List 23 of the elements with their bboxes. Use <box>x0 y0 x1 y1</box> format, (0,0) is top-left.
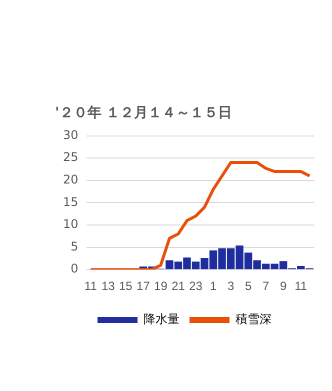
x-tick-label: 5 <box>244 279 252 294</box>
x-tick-label: 9 <box>280 279 287 294</box>
y-tick-label: 15 <box>62 194 78 209</box>
x-tick-label: 17 <box>136 279 150 294</box>
x-tick-label: 3 <box>227 279 234 294</box>
x-tick-label: 11 <box>294 279 308 294</box>
x-tick-label: 15 <box>119 279 133 294</box>
x-tick-label: 7 <box>262 279 270 294</box>
x-tick-label: 13 <box>101 279 116 294</box>
legend-label: 積雪深 <box>236 312 272 326</box>
x-tick-label: 23 <box>189 279 203 294</box>
y-tick-label: 25 <box>62 150 78 164</box>
y-tick-label: 30 <box>62 128 78 142</box>
y-tick-label: 10 <box>62 217 78 232</box>
x-tick-label: 21 <box>172 279 186 294</box>
y-tick-label: 0 <box>70 262 78 276</box>
x-tick-label: 11 <box>84 279 98 294</box>
y-tick-label: 20 <box>62 172 78 187</box>
x-tick-label: 1 <box>210 279 217 294</box>
x-tick-label: 19 <box>154 279 168 294</box>
legend-label: 降水量 <box>144 312 180 326</box>
y-tick-label: 5 <box>70 239 78 254</box>
chart-title: '２０年 １２月１４～１５日 <box>55 105 232 122</box>
